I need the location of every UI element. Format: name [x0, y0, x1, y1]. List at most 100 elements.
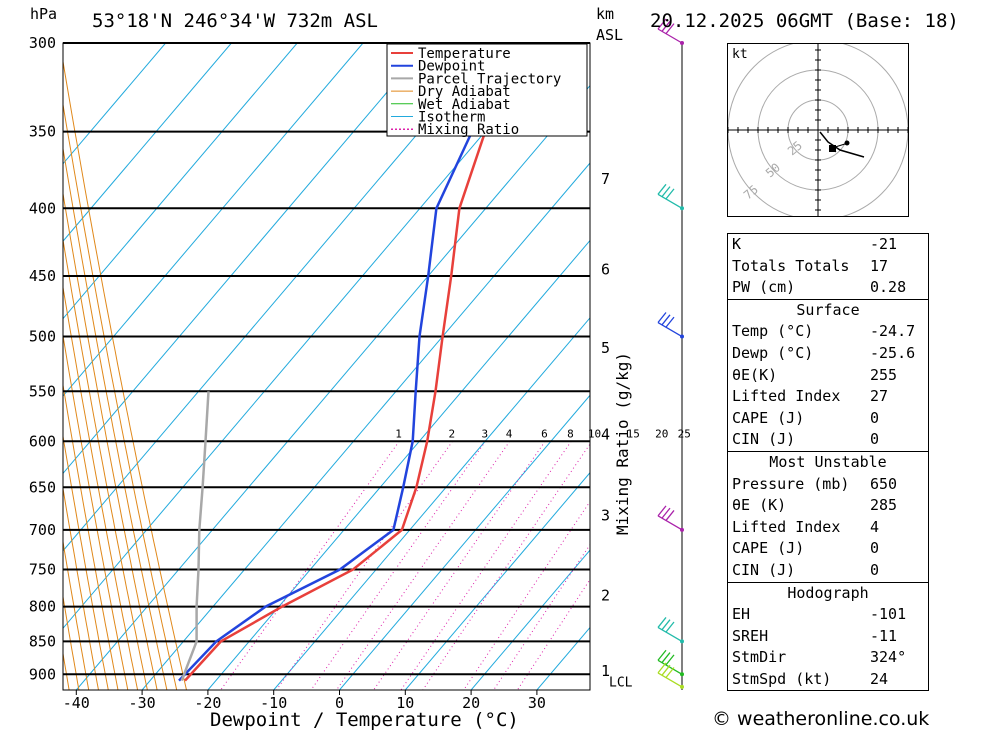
wind-barb-feather [657, 617, 667, 628]
mixing-ratio-label: 10 [588, 427, 601, 440]
isotherm-line [404, 471, 590, 690]
asl-unit: ASL [596, 26, 623, 44]
mixing-ratio-line [463, 500, 590, 690]
temperature-line [184, 43, 562, 682]
wind-barb [657, 672, 683, 688]
dry-adiabat-line [63, 485, 99, 690]
wind-barb [657, 321, 683, 338]
km-tick-label: 2 [601, 587, 610, 605]
credit[interactable]: © weatheronline.co.uk [712, 708, 930, 730]
legend-label: Parcel Trajectory [418, 71, 561, 87]
parcel-trajectory-line [180, 391, 210, 682]
pressure-tick-label: 650 [29, 478, 56, 496]
wind-barb-feather [665, 23, 675, 35]
mixing-ratio-label: 2 [449, 427, 456, 440]
mixing-ratio-line [336, 441, 511, 690]
temperature-tick-label: -30 [129, 694, 156, 712]
isotherm-line [63, 43, 561, 630]
dry-adiabat-line [63, 190, 158, 690]
wind-barb [657, 626, 683, 642]
legend-label: Isotherm [418, 110, 485, 126]
legend-label: Wet Adiabat [418, 97, 511, 113]
wind-barb-feather [665, 621, 675, 633]
dry-adiabat-line [63, 237, 148, 690]
hodograph: kt 25 50 75 [727, 39, 909, 221]
dry-adiabat-line [0, 43, 20, 690]
isotherm-line [273, 317, 590, 690]
mixing-ratio-label: 1 [395, 427, 402, 440]
index-row: Totals Totals 17 [732, 256, 889, 275]
wind-barb [657, 28, 683, 44]
dry-adiabat-line [63, 538, 90, 690]
legend-label: Dewpoint [418, 59, 485, 75]
dry-adiabat-line [63, 594, 80, 690]
mixing-ratio-label: 3 [481, 427, 488, 440]
dry-adiabat-line [0, 43, 30, 690]
wind-barb-feather [657, 649, 667, 661]
hpa-unit: hPa [30, 5, 57, 23]
mixing-ratio-label: 6 [541, 427, 548, 440]
hodo-ring-label-50: 50 [763, 160, 783, 180]
pressure-tick-label: 700 [29, 521, 56, 539]
wet-adiabat-line [0, 43, 9, 690]
wind-barb-feather [657, 662, 667, 674]
wind-barb-feather [665, 667, 675, 678]
temperature-tick-label: 30 [528, 694, 546, 712]
mixing-ratio-line [310, 441, 486, 690]
dry-adiabat-line [63, 433, 109, 690]
wet-adiabat-line [16, 43, 28, 690]
temperature-tick-label: 0 [335, 694, 344, 712]
wind-barb-feather [665, 316, 675, 328]
most-unstable-title: Most Unstable [769, 452, 887, 471]
wind-barb-feather [665, 188, 675, 200]
mixing-ratio-label: 15 [627, 427, 640, 440]
mixing-ratio-line [400, 441, 572, 690]
pressure-tick-label: 750 [29, 560, 56, 578]
legend-label: Mixing Ratio [418, 122, 519, 138]
wet-adiabat-line [8, 43, 19, 690]
wet-adiabat-line [0, 43, 4, 690]
dry-adiabat-line [0, 43, 1, 690]
pressure-tick-label: 500 [29, 328, 56, 346]
wind-barb-feather [657, 183, 667, 195]
isotherm-line [75, 84, 590, 690]
wind-barb-feather [661, 186, 671, 198]
wind-barb-feather [661, 507, 671, 519]
wind-barb-feather [661, 619, 671, 631]
index-row: K -21 [732, 235, 898, 253]
pressure-tick-label: 800 [29, 598, 56, 616]
pressure-tick-label: 600 [29, 432, 56, 450]
hodo-storm-marker [829, 145, 836, 152]
isotherm-line [63, 43, 496, 552]
dry-adiabat-line [63, 101, 178, 690]
plot-frame [62, 42, 591, 691]
pressure-tick-label: 850 [29, 632, 56, 650]
km-tick-label: 3 [601, 507, 610, 525]
wind-barb-feather [661, 314, 671, 326]
axes-labels: 1 2 3 4 6 8 10 15 20 2530035040045050055060065070… [29, 34, 691, 712]
pressure-tick-label: 350 [29, 123, 56, 141]
hodograph-indices-title: Hodograph [787, 583, 869, 602]
lcl-label: LCL [609, 676, 633, 691]
mixing-ratio-line [516, 578, 590, 690]
wind-barb-feather [661, 664, 671, 676]
temperature-tick-label: 20 [462, 694, 480, 712]
wind-barbs [657, 18, 684, 690]
wind-barb-feather [665, 510, 675, 521]
temperature-tick-label: -20 [194, 694, 221, 712]
hodo-unit: kt [732, 47, 748, 62]
km-tick-label: 4 [601, 426, 610, 444]
pressure-tick-label: 300 [29, 34, 56, 52]
dewpoint-line [178, 43, 477, 682]
legend-label: Temperature [418, 46, 511, 62]
hodograph-indices-section: Hodograph EH -101 SREH -11 StmDir 324° StmS… [728, 581, 928, 691]
dry-adiabat-line [63, 145, 168, 690]
isotherm-line [470, 549, 590, 690]
temperature-tick-label: 10 [396, 694, 414, 712]
mixing-ratio-line [422, 443, 590, 690]
dry-adiabat-line [63, 58, 187, 690]
mixing-ratio-label: 4 [506, 427, 513, 440]
wind-barb-feather [661, 652, 671, 663]
